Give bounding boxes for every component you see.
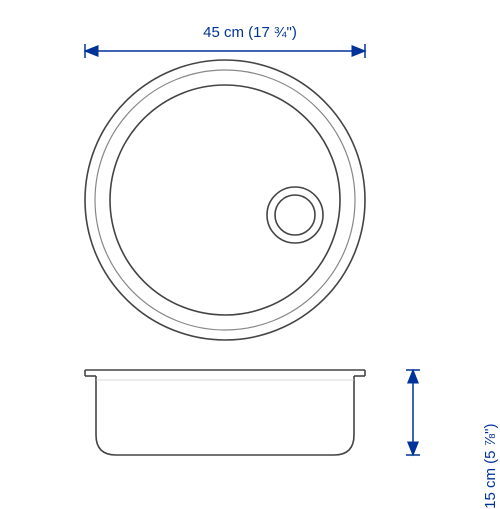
technical-drawing (0, 0, 500, 500)
height-label: 15 cm (5 ⅞") (482, 424, 499, 509)
width-dimension (85, 44, 365, 58)
width-label: 45 cm (17 ¾") (203, 24, 297, 41)
top-view (85, 60, 365, 340)
height-dimension (406, 370, 420, 455)
side-view (85, 370, 365, 455)
